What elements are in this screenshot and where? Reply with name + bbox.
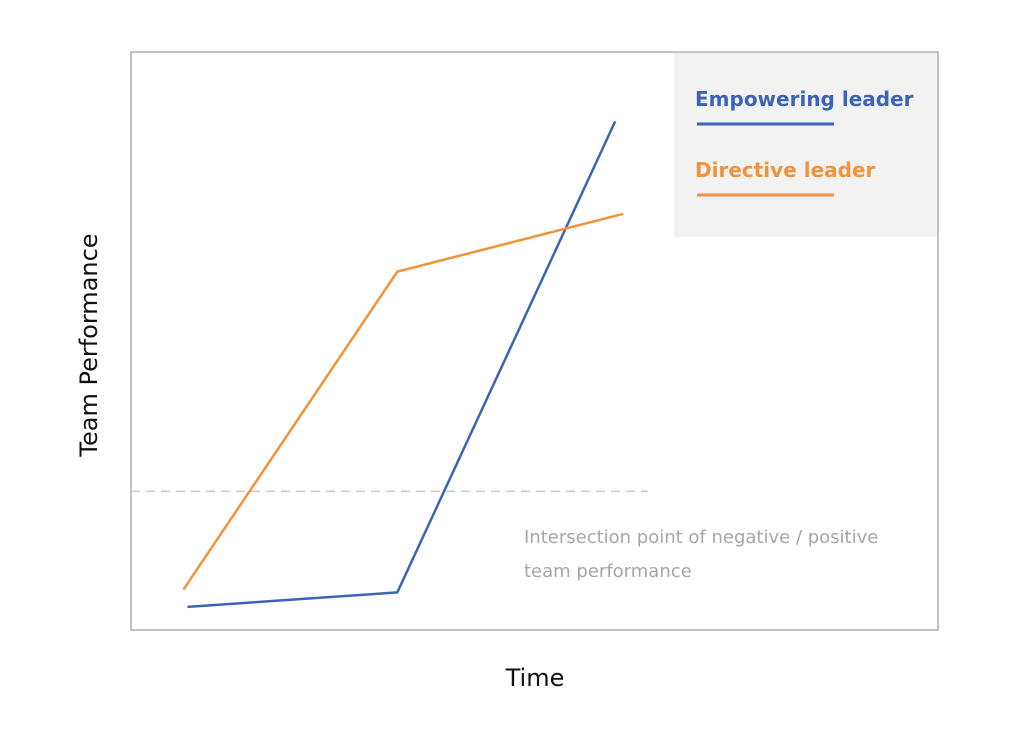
annotation-line-1: Intersection point of negative / positiv…	[524, 527, 878, 548]
x-axis-label: Time	[505, 664, 565, 692]
series-line-0	[187, 120, 617, 609]
series-line-1	[182, 212, 624, 591]
legend-box	[674, 53, 937, 237]
legend: Empowering leader Directive leader	[695, 87, 914, 197]
annotation-line-2: team performance	[524, 561, 692, 582]
y-axis-label: Team Performance	[75, 233, 103, 457]
legend-label-1: Directive leader	[695, 158, 876, 182]
series-layer	[182, 120, 624, 609]
legend-label-0: Empowering leader	[695, 87, 914, 111]
annotation: Intersection point of negative / positiv…	[524, 527, 884, 582]
